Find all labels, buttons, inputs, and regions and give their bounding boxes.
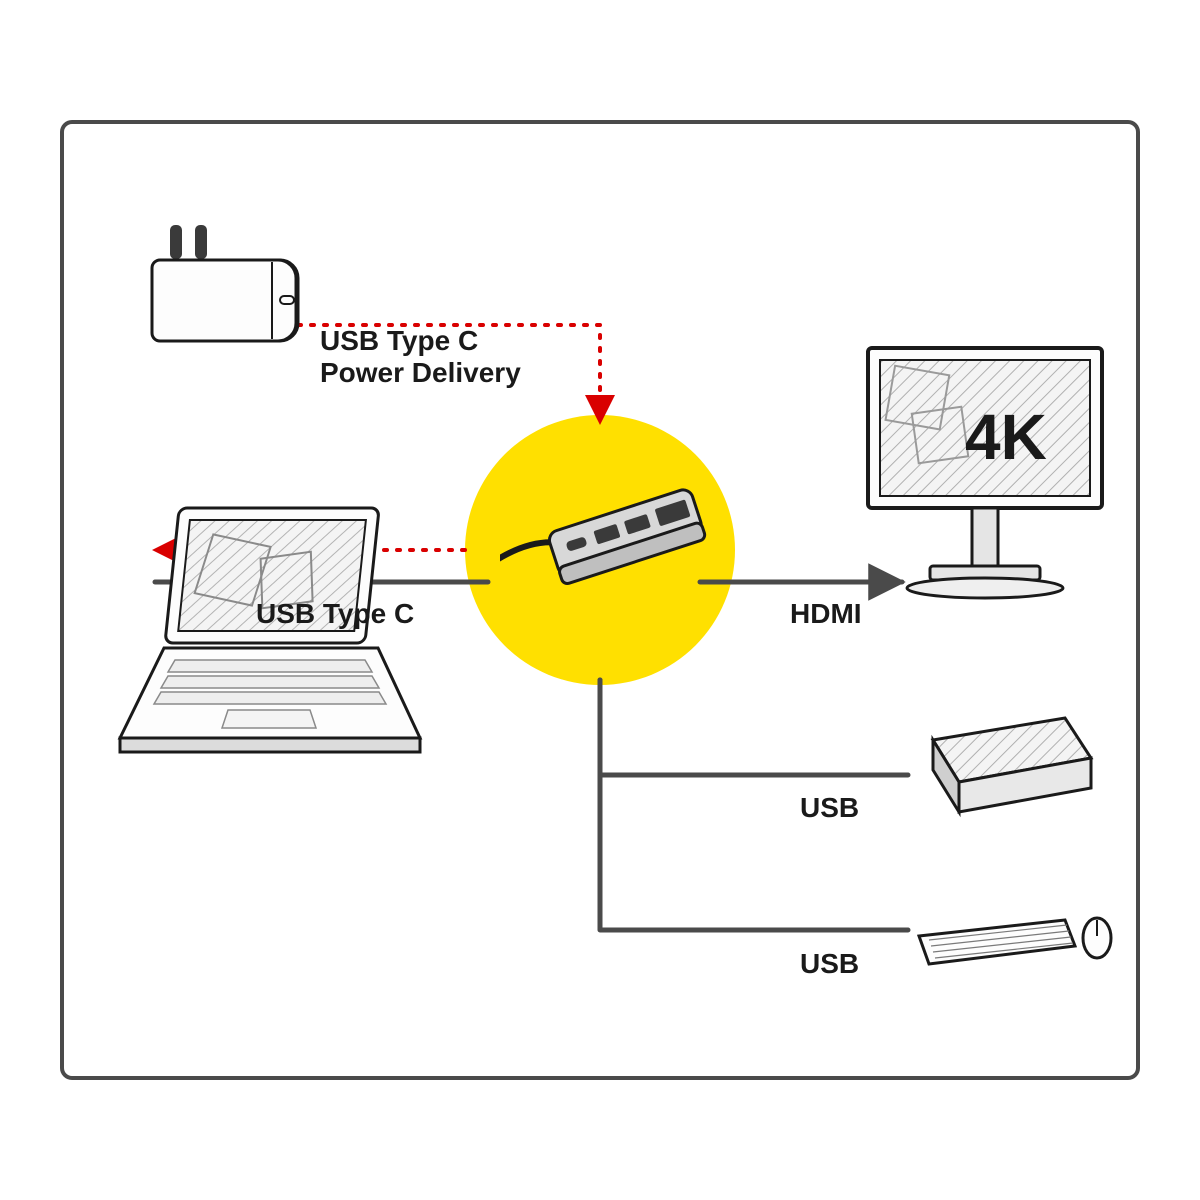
hdmi-label: HDMI [790,598,862,630]
power-adapter-icon [150,200,320,350]
monitor-4k-label: 4K [965,400,1047,474]
usb-2-label: USB [800,948,859,980]
usb-c-hub-icon [500,485,720,615]
monitor-4k-icon [860,340,1110,620]
keyboard-mouse-icon [915,890,1115,970]
laptop-icon [110,500,430,770]
power-delivery-label: USB Type CPower Delivery [320,325,521,389]
external-drive-icon [915,700,1095,830]
usb-c-input-label: USB Type C [256,598,414,630]
usb-1-label: USB [800,792,859,824]
connection-diagram: USB Type CPower Delivery USB Type C HDMI… [60,120,1140,1080]
